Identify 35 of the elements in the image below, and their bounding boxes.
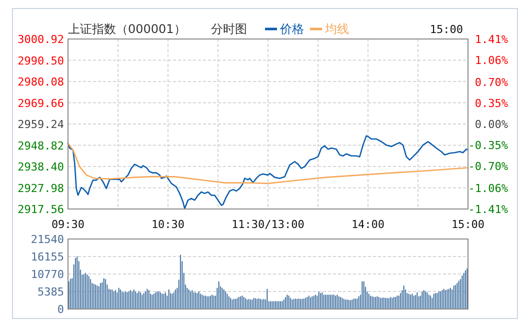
- y-tick-label: 2980.08: [18, 76, 64, 88]
- y-tick-label: 2938.40: [18, 160, 64, 174]
- y2-tick-label: -1.41%: [468, 203, 508, 216]
- y2-tick-label: 0.70%: [474, 76, 508, 89]
- y2-tick-label: 0.00%: [474, 118, 508, 131]
- y-tick-label: 0: [57, 303, 64, 316]
- y-tick-label: 3000.92: [18, 33, 64, 46]
- x-tick-label: 09:30: [51, 218, 85, 231]
- y2-tick-label: 1.41%: [474, 33, 508, 46]
- y-tick-label: 2948.82: [18, 139, 64, 152]
- y-tick-label: 2917.56: [18, 203, 64, 216]
- y-tick-label: 2990.50: [18, 54, 64, 68]
- y2-tick-label: -0.35%: [468, 139, 508, 152]
- y-tick-label: 2969.66: [18, 96, 64, 110]
- x-tick-label: 10:30: [151, 218, 185, 231]
- y-tick-label: 5385: [38, 286, 64, 298]
- y-tick-label: 21540: [30, 233, 64, 246]
- y2-tick-label: 1.06%: [474, 54, 508, 68]
- y-tick-label: 2959.24: [18, 118, 64, 131]
- x-tick-label: 11:30/13:00: [232, 218, 304, 231]
- chart-subtitle: 分时图: [211, 22, 247, 36]
- text: 15:00: [430, 23, 463, 36]
- line-series: [67, 135, 469, 210]
- y2-tick-label: -0.70%: [468, 160, 508, 174]
- y-tick-label: 16155: [30, 250, 64, 264]
- x-tick-label: 14:00: [351, 218, 385, 231]
- y-tick-label: 2927.98: [18, 182, 64, 195]
- line-series: [67, 142, 469, 184]
- legend-label: 价格: [279, 22, 304, 36]
- y2-tick-label: -1.06%: [468, 182, 508, 195]
- chart-title: 上证指数（000001）: [68, 22, 186, 36]
- y2-tick-label: 0.35%: [474, 96, 508, 110]
- x-tick-label: 15:00: [451, 218, 485, 231]
- y-tick-label: 10770: [30, 268, 64, 281]
- legend-label: 均线: [324, 22, 349, 36]
